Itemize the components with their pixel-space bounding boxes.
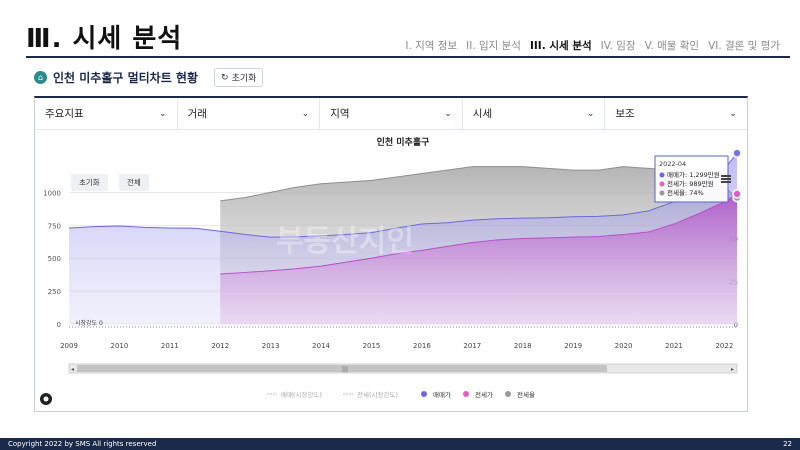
chevron-down-icon: ⌄ — [301, 108, 310, 119]
y-tick-left-250: 250 — [48, 288, 61, 296]
filter-label: 지역 — [330, 108, 350, 120]
tooltip-dot-1 — [659, 172, 665, 178]
watermark-text: 부동산지인 — [276, 224, 414, 259]
tooltip-box — [654, 155, 729, 203]
footer: Copyright 2022 by SMS All rights reserve… — [0, 438, 800, 450]
x-tick-2020: 2020 — [615, 342, 633, 350]
legend-swatch-4 — [463, 391, 469, 397]
series-line-jeonse-price — [220, 193, 738, 275]
legend-swatch-3 — [421, 391, 427, 397]
x-tick-2013: 2013 — [262, 342, 280, 350]
tooltip-dot-2 — [659, 181, 665, 187]
tooltip-row-3: 전세율: 74% — [667, 188, 704, 197]
nav-item-3[interactable]: III. 시세 분석 — [529, 40, 592, 52]
filter-dropdown-2[interactable]: 거래 ⌄ — [178, 98, 321, 129]
x-tick-2018: 2018 — [514, 342, 532, 350]
chart-area: 초기화 전체 인천 미추홀구025050075010000255075부동산지인… — [35, 131, 747, 412]
copyright-text: Copyright 2022 by SMS All rights reserve… — [8, 440, 157, 448]
x-tick-2010: 2010 — [111, 342, 129, 350]
nav-item-4[interactable]: IV. 임장 — [600, 40, 636, 52]
range-scrollbar-thumb[interactable] — [77, 365, 607, 372]
market-strength-zero-label: 시장강도 0 — [75, 319, 103, 327]
x-tick-2021: 2021 — [665, 342, 683, 350]
y-tick-left-750: 750 — [48, 222, 61, 230]
nav-item-5[interactable]: V. 매물 확인 — [644, 40, 700, 52]
nav-item-6[interactable]: VI. 결론 및 평가 — [708, 40, 780, 52]
legend-swatch-5 — [505, 391, 511, 397]
y-tick-left-0: 0 — [57, 321, 61, 329]
scroll-grip-icon: ||| — [342, 366, 348, 373]
filter-label: 거래 — [187, 108, 207, 120]
tooltip-date: 2022-04 — [659, 160, 686, 168]
x-tick-2016: 2016 — [413, 342, 431, 350]
filter-label: 시세 — [472, 108, 493, 120]
scroll-right-arrow-icon[interactable]: ▸ — [731, 366, 734, 373]
chevron-down-icon: ⌄ — [159, 108, 167, 119]
x-tick-2019: 2019 — [564, 342, 582, 350]
reset-button[interactable]: ↻ 초기화 — [214, 68, 264, 87]
chevron-down-icon: ⌄ — [729, 108, 737, 119]
chevron-down-icon: ⌄ — [444, 108, 452, 119]
filter-label: 주요지표 — [45, 108, 84, 120]
x-tick-2012: 2012 — [211, 342, 229, 350]
tooltip-dot-3 — [659, 190, 665, 196]
legend-item-2[interactable]: 전세(시장강도) — [357, 390, 398, 399]
slide-title: Ⅲ. 시세 분석 — [26, 24, 183, 54]
legend-item-3[interactable]: 매매가 — [433, 390, 451, 399]
title-divider — [26, 56, 790, 58]
x-tick-2009: 2009 — [60, 342, 78, 350]
legend-item-4[interactable]: 전세가 — [475, 390, 493, 399]
filter-dropdown-3[interactable]: 지역 ⌄ — [320, 98, 463, 129]
refresh-icon: ↻ — [221, 72, 229, 83]
y-tick-right-0: 0 — [734, 321, 738, 329]
x-tick-2015: 2015 — [363, 342, 381, 350]
x-tick-2014: 2014 — [312, 342, 330, 350]
y-tick-left-500: 500 — [48, 255, 61, 263]
filter-dropdown-5[interactable]: 보조 ⌄ — [605, 98, 747, 129]
x-tick-2017: 2017 — [463, 342, 481, 350]
reset-button-label: 초기화 — [231, 74, 257, 84]
tooltip-row-2: 전세가: 989만원 — [667, 179, 714, 188]
home-icon: ⌂ — [34, 71, 47, 84]
tooltip-row-1: 매매가: 1,299만원 — [667, 170, 720, 179]
chart-reset-button[interactable]: 초기화 — [71, 174, 108, 191]
section-title: 인천 미추홀구 멀티차트 현황 — [53, 71, 199, 85]
multichart-svg: 인천 미추홀구025050075010000255075부동산지인시장강도 02… — [40, 136, 742, 405]
section-nav: I. 지역 정보 II. 입지 분석 III. 시세 분석 IV. 임장 V. 매물 확… — [405, 38, 780, 53]
filter-label: 보조 — [615, 108, 635, 120]
filter-dropdown-4[interactable]: 시세 ⌄ — [463, 98, 606, 129]
chevron-down-icon: ⌄ — [586, 108, 595, 119]
brand-logo-icon-inner — [43, 396, 49, 402]
marker-jeonse-price — [732, 189, 742, 199]
series-line-sale-price — [68, 152, 738, 238]
nav-item-1[interactable]: I. 지역 정보 — [405, 40, 458, 52]
series-area-jeonse-price — [220, 193, 737, 324]
x-tick-2011: 2011 — [161, 342, 179, 350]
marker-sale-price — [732, 148, 742, 158]
legend-item-5[interactable]: 전세율 — [517, 390, 535, 399]
chart-all-button[interactable]: 전체 — [119, 174, 149, 191]
hamburger-menu-icon[interactable] — [721, 175, 731, 183]
filter-bar: 주요지표 ⌄ 거래 ⌄ 지역 ⌄ 시세 ⌄ 보조 ⌄ — [35, 98, 747, 130]
x-tick-2022: 2022 — [715, 342, 733, 350]
nav-item-2[interactable]: II. 입지 분석 — [466, 40, 521, 52]
page-number: 22 — [783, 440, 792, 448]
legend-item-1[interactable]: 매매(시장강도) — [281, 390, 322, 399]
filter-dropdown-1[interactable]: 주요지표 ⌄ — [35, 98, 178, 129]
multichart-panel: 주요지표 ⌄ 거래 ⌄ 지역 ⌄ 시세 ⌄ 보조 ⌄ 초기화 전체 인천 미추홀구 0 250 500 7… — [34, 96, 748, 412]
y-tick-left-1000: 1000 — [43, 189, 61, 197]
chart-title: 인천 미추홀구 — [377, 136, 430, 148]
section-header: ⌂ 인천 미추홀구 멀티차트 현황 ↻ 초기화 — [34, 68, 264, 87]
scroll-left-arrow-icon[interactable]: ◂ — [71, 366, 74, 373]
